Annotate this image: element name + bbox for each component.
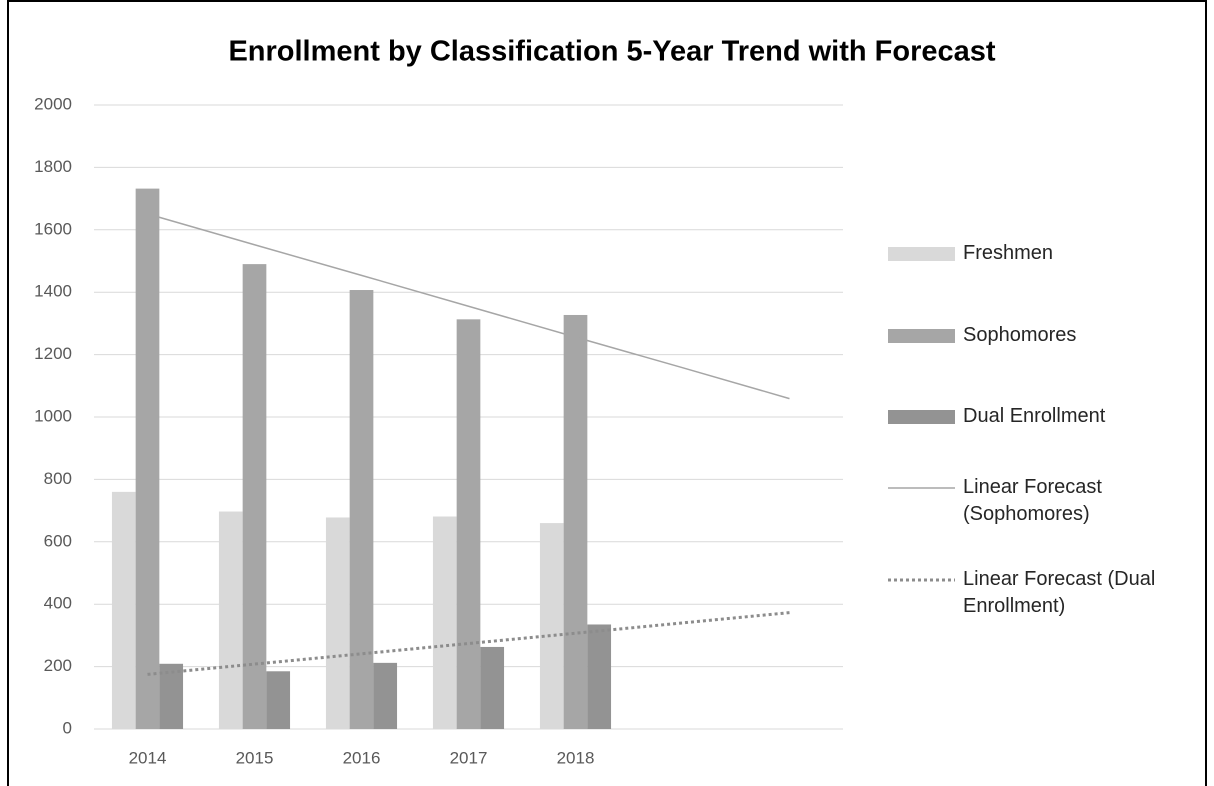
y-tick-label: 400 [44, 594, 72, 613]
bar [111, 491, 136, 729]
y-tick-label: 600 [44, 531, 72, 550]
bar [159, 663, 184, 729]
bar [218, 511, 243, 729]
legend-swatch [888, 247, 955, 261]
bar [587, 624, 612, 729]
bar [432, 516, 457, 729]
bar [349, 290, 374, 729]
y-tick-label: 1800 [34, 157, 72, 176]
chart-border [7, 0, 1207, 786]
bar [135, 188, 160, 730]
trend-line [147, 213, 790, 400]
bar [563, 314, 588, 729]
bar [325, 517, 350, 729]
y-tick-label: 1600 [34, 219, 72, 238]
x-tick-label: 2014 [129, 748, 167, 767]
x-tick-label: 2015 [236, 748, 274, 767]
y-tick-label: 0 [63, 718, 72, 737]
bar [242, 264, 267, 729]
legend-swatch [888, 410, 955, 424]
bar [480, 646, 505, 729]
y-tick-label: 1000 [34, 406, 72, 425]
legend-swatch [888, 329, 955, 343]
bar [373, 662, 398, 729]
y-tick-label: 2000 [34, 94, 72, 113]
x-tick-label: 2016 [343, 748, 381, 767]
legend-label: Linear Forecast (Dual Enrollment) [963, 568, 1156, 617]
legend-label: Sophomores [963, 324, 1077, 346]
x-tick-label: 2017 [450, 748, 488, 767]
legend-label: Dual Enrollment [963, 405, 1106, 427]
legend-label: Freshmen [963, 242, 1054, 264]
y-tick-label: 1200 [34, 344, 72, 363]
bar [266, 671, 291, 729]
x-tick-label: 2018 [557, 748, 595, 767]
bar [456, 319, 481, 729]
y-tick-label: 800 [44, 469, 72, 488]
legend-label: Linear Forecast (Sophomores) [963, 476, 1102, 525]
y-tick-label: 200 [44, 656, 72, 675]
chart-title: Enrollment by Classification 5-Year Tren… [228, 36, 995, 68]
bar [539, 523, 564, 729]
y-tick-label: 1400 [34, 282, 72, 301]
